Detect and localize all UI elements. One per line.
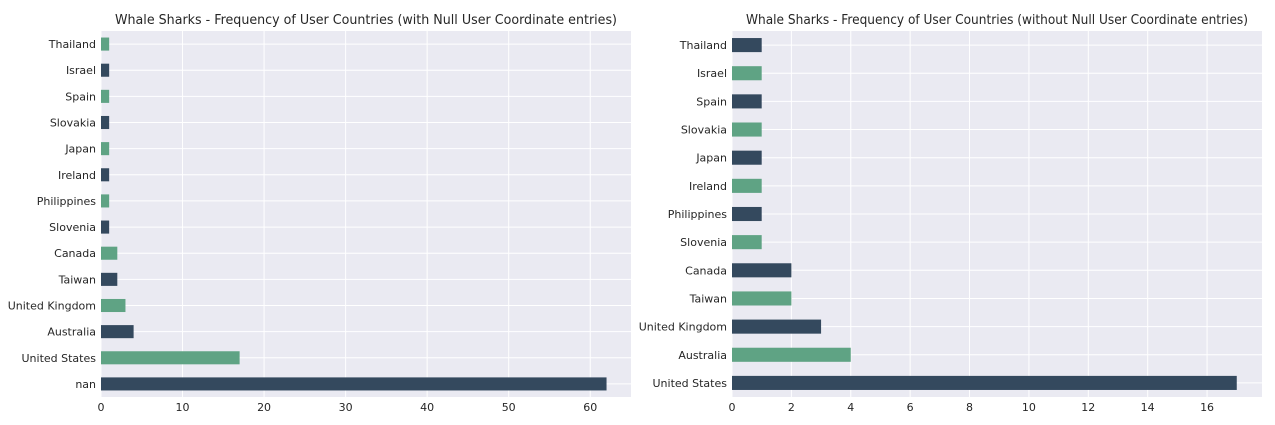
y-tick-label: United Kingdom — [8, 300, 96, 313]
x-tick-label: 16 — [1200, 401, 1214, 414]
y-tick-label: United Kingdom — [639, 321, 727, 334]
plot-background — [101, 31, 631, 397]
bar-spain — [732, 94, 762, 109]
y-tick-label: Thailand — [679, 39, 727, 52]
y-tick-label: Spain — [696, 95, 727, 108]
bar-thailand — [732, 38, 762, 53]
x-tick-label: 4 — [847, 401, 854, 414]
y-tick-label: Thailand — [48, 38, 96, 51]
y-tick-label: Japan — [64, 143, 96, 156]
bar-united-kingdom — [101, 298, 126, 313]
y-tick-label: Israel — [66, 64, 96, 77]
y-tick-label: Slovakia — [50, 117, 96, 130]
y-tick-label: Australia — [678, 349, 727, 362]
x-tick-label: 8 — [966, 401, 973, 414]
y-tick-label: Ireland — [58, 169, 96, 182]
y-tick-label: Spain — [65, 90, 96, 103]
chart-panel-2: United States Australia United Kingdom Taiw… — [639, 13, 1262, 414]
y-tick-label: nan — [75, 378, 96, 391]
bar-canada — [732, 263, 792, 278]
chart-title: Whale Sharks - Frequency of User Countri… — [115, 13, 617, 28]
bar-philippines — [732, 206, 762, 222]
bar-taiwan — [101, 272, 118, 286]
bar-spain — [101, 89, 110, 103]
y-tick-label: Philippines — [37, 195, 97, 208]
bar-taiwan — [732, 291, 792, 306]
x-tick-label: 10 — [1022, 401, 1036, 414]
x-tick-label: 12 — [1081, 401, 1095, 414]
bar-canada — [101, 246, 118, 260]
bar-slovenia — [732, 235, 762, 250]
bar-israel — [101, 63, 110, 77]
x-tick-label: 10 — [176, 401, 190, 414]
x-tick-label: 6 — [907, 401, 914, 414]
x-tick-label: 20 — [257, 401, 271, 414]
y-tick-label: Philippines — [668, 208, 728, 221]
x-tick-label: 60 — [583, 401, 597, 414]
bar-australia — [732, 347, 851, 362]
x-tick-label: 2 — [788, 401, 795, 414]
chart-title: Whale Sharks - Frequency of User Countri… — [746, 13, 1248, 28]
y-tick-label: Slovakia — [681, 124, 727, 137]
y-tick-label: United States — [653, 377, 728, 390]
bar-ireland — [732, 178, 762, 193]
y-tick-label: Slovenia — [680, 236, 727, 249]
bar-philippines — [101, 194, 110, 208]
y-tick-label: Canada — [54, 247, 96, 260]
y-tick-label: Australia — [47, 326, 96, 339]
y-tick-label: Israel — [697, 67, 727, 80]
bar-ireland — [101, 168, 110, 182]
y-tick-label: Japan — [695, 152, 727, 165]
bar-slovenia — [101, 220, 110, 234]
y-tick-label: Slovenia — [49, 221, 96, 234]
y-tick-label: United States — [22, 352, 97, 365]
bar-nan — [101, 377, 607, 391]
bar-japan — [732, 150, 762, 165]
bar-united-states — [732, 375, 1237, 390]
bar-thailand — [101, 37, 110, 51]
bar-japan — [101, 142, 110, 156]
x-tick-label: 0 — [98, 401, 105, 414]
bar-slovakia — [732, 122, 762, 137]
bar-slovakia — [101, 115, 110, 130]
x-tick-label: 50 — [502, 401, 516, 414]
y-tick-label: Taiwan — [58, 273, 96, 286]
x-tick-label: 40 — [420, 401, 434, 414]
y-tick-label: Taiwan — [689, 292, 727, 305]
x-tick-label: 14 — [1141, 401, 1155, 414]
bar-united-kingdom — [732, 319, 822, 334]
x-tick-label: 30 — [339, 401, 353, 414]
bar-australia — [101, 325, 134, 339]
y-tick-label: Canada — [685, 264, 727, 277]
y-tick-label: Ireland — [689, 180, 727, 193]
bar-united-states — [101, 351, 240, 365]
x-tick-label: 0 — [729, 401, 736, 414]
bar-israel — [732, 66, 762, 81]
chart-panel-1: nan United States Australia United Kingdom T… — [8, 13, 631, 414]
